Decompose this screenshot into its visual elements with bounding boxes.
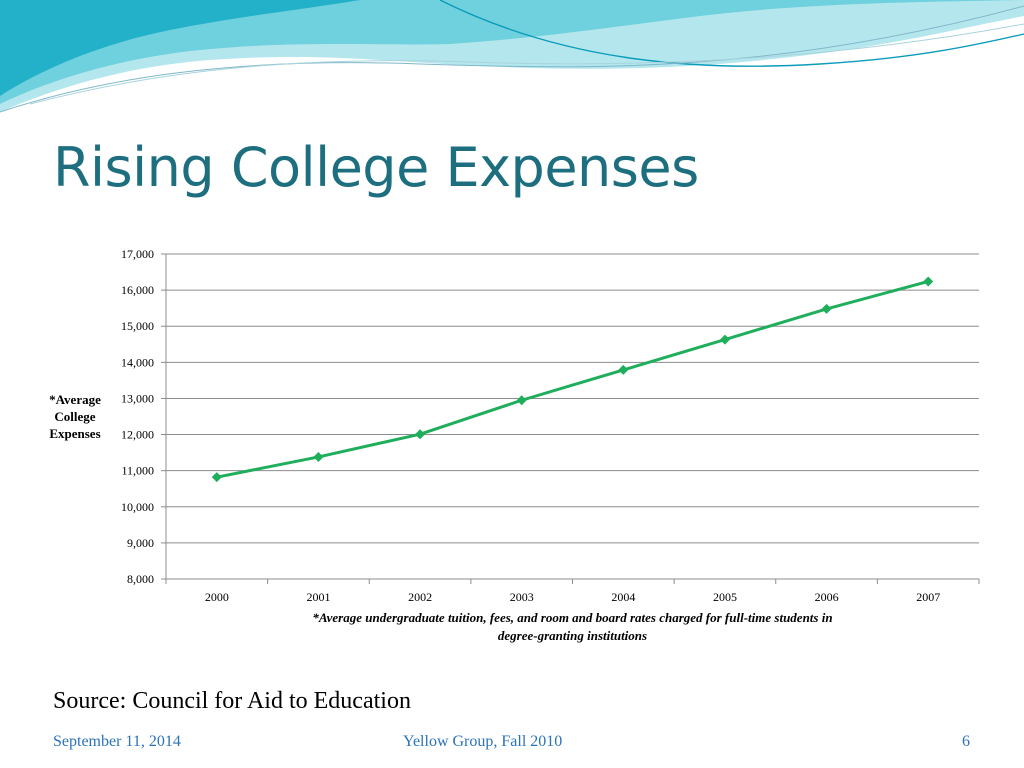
y-axis-label: *Average College Expenses [49,392,101,441]
footer-center-text: Yellow Group, Fall 2010 [403,733,563,750]
x-tick-label: 2003 [510,590,534,604]
data-point-marker [618,364,629,375]
y-tick-label: 16,000 [121,283,154,297]
y-tick-label: 12,000 [121,428,154,442]
axes [161,253,980,584]
chart-footnote: *Average undergraduate tuition, fees, an… [312,610,833,643]
y-tick-label: 17,000 [121,247,154,261]
data-point-marker [719,334,730,345]
x-tick-label: 2000 [205,590,229,604]
data-point-marker [415,429,426,440]
source-citation: Source: Council for Aid to Education [53,688,411,714]
y-tick-label: 13,000 [121,391,154,405]
y-tick-label: 9,000 [127,536,154,550]
grid-lines [166,253,979,544]
x-tick-label: 2007 [916,590,940,604]
y-tick-label: 15,000 [121,319,154,333]
y-tick-labels: 8,000 9,000 10,000 11,000 12,000 13,000 14,000… [121,247,154,586]
x-tick-label: 2005 [713,590,737,604]
x-tick-labels: 2000 2001 2002 2003 2004 2005 2006 2007 [205,590,940,604]
y-tick-label: 14,000 [121,355,154,369]
x-tick-label: 2006 [815,590,839,604]
data-point-marker [516,395,527,406]
series-line [216,279,929,479]
data-point-marker [211,472,222,483]
data-series [211,276,934,483]
data-point-marker [313,451,324,462]
y-tick-label: 8,000 [127,572,154,586]
header-wave-decoration [0,0,1024,113]
y-tick-label: 11,000 [121,464,154,478]
y-tick-label: 10,000 [121,500,154,514]
data-point-marker [923,276,934,287]
x-tick-label: 2002 [408,590,432,604]
x-tick-label: 2001 [306,590,330,604]
x-tick-label: 2004 [611,590,635,604]
data-point-marker [821,303,832,314]
slide-number: 6 [962,733,970,750]
slide-title: Rising College Expenses [53,136,699,199]
footer-date: September 11, 2014 [53,733,181,750]
